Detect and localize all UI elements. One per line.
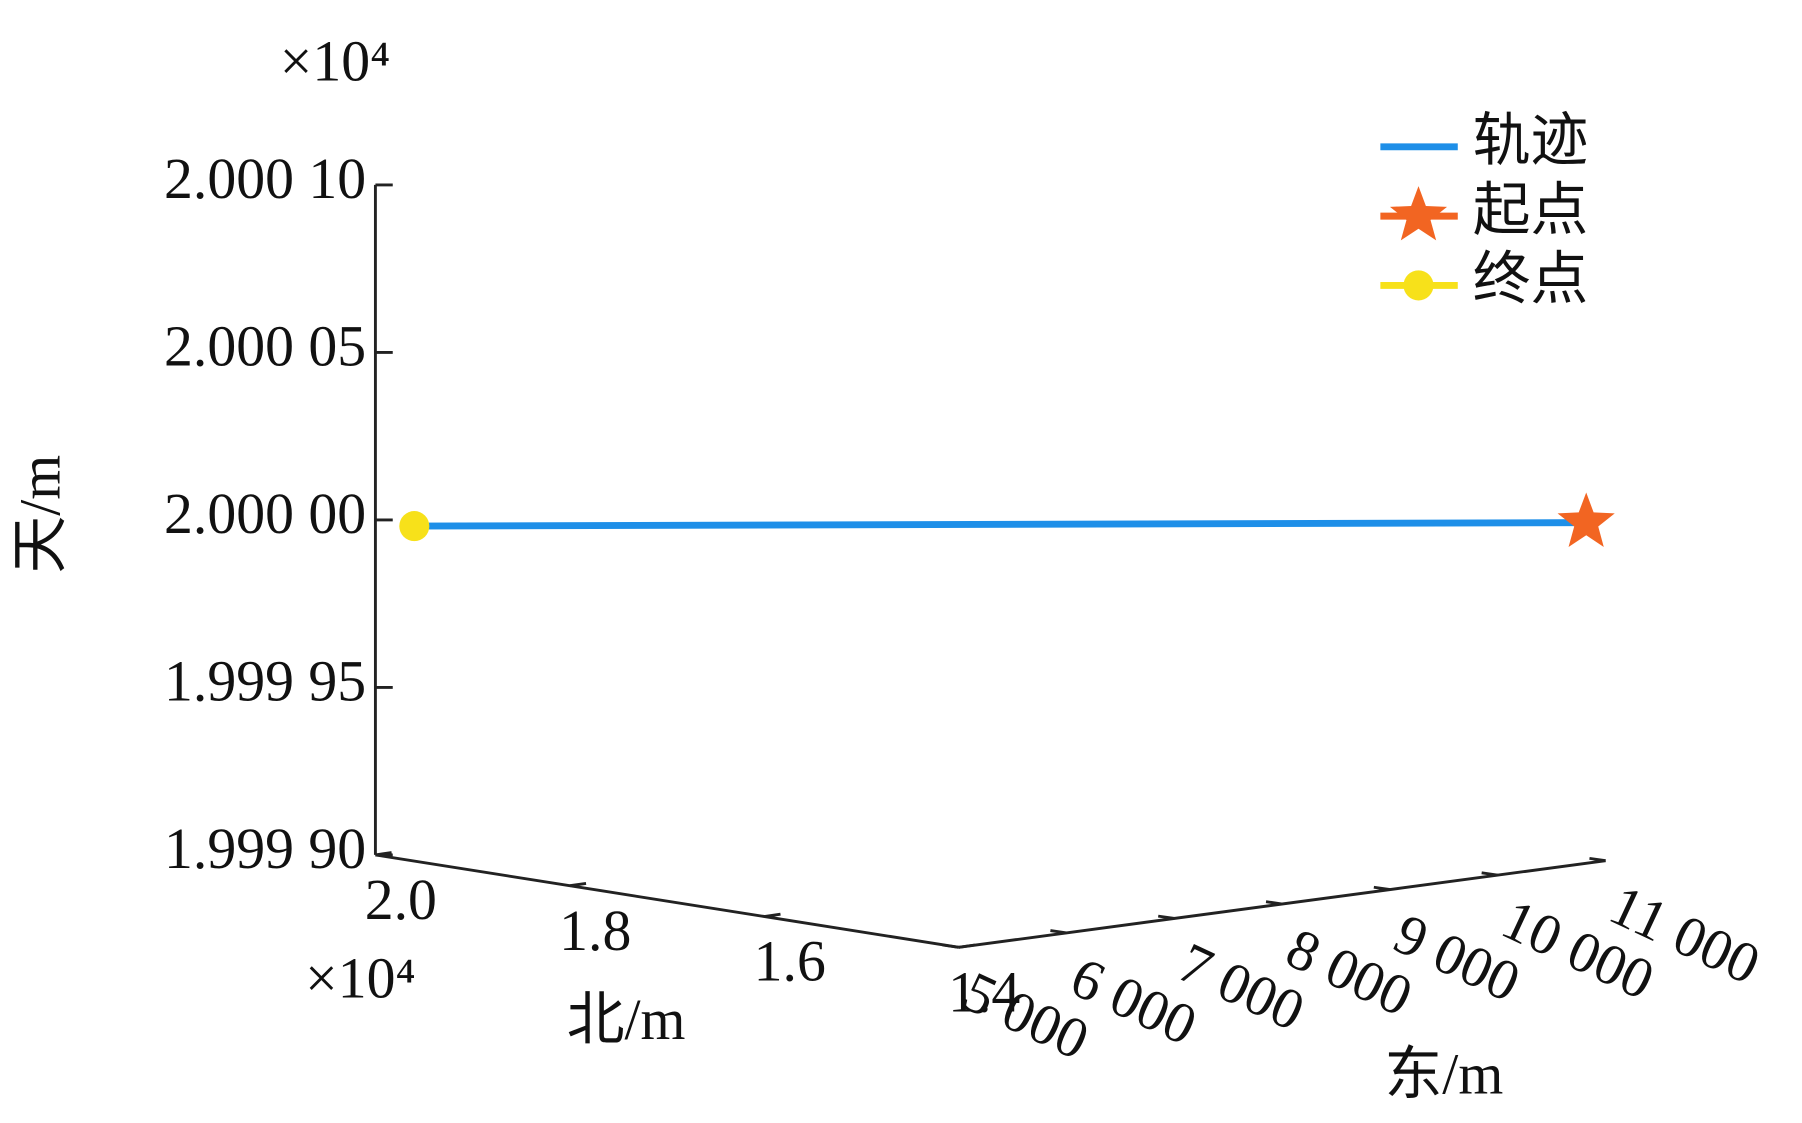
- legend-label: 终点: [1473, 249, 1589, 312]
- start-marker: [1557, 492, 1615, 547]
- y-tick-label: 1.6: [754, 931, 826, 994]
- y-tick: [569, 881, 587, 888]
- z-tick-label: 2.000 05: [164, 316, 366, 379]
- z-tick-label: 1.999 95: [164, 651, 366, 714]
- x-tick: [1158, 914, 1175, 920]
- legend-circle: [1403, 270, 1434, 301]
- trajectory: [414, 519, 1587, 530]
- legend-star: [1389, 186, 1448, 241]
- z-tick-label: 2.000 10: [164, 148, 366, 211]
- legend-label: 起点: [1473, 179, 1589, 242]
- z-tick-label: 1.999 90: [164, 818, 366, 881]
- legend-label: 轨迹: [1473, 110, 1589, 173]
- x-axis-label: 东/m: [1385, 1043, 1504, 1106]
- z-axis-label: 天/m: [9, 455, 72, 574]
- x-tick: [1481, 871, 1499, 877]
- y-tick-label: 1.8: [559, 900, 631, 963]
- y-tick: [375, 851, 392, 857]
- x-tick: [942, 943, 959, 949]
- z-exponent: ×10⁴: [280, 30, 390, 93]
- y-exponent: ×10⁴: [305, 948, 415, 1011]
- x-tick: [1050, 929, 1067, 935]
- y-axis-label: 北/m: [567, 989, 686, 1052]
- y-tick: [958, 943, 976, 949]
- end-marker: [399, 511, 430, 542]
- y-tick-label: 2.0: [365, 869, 437, 932]
- y-tick-label: 1.4: [948, 961, 1020, 1024]
- z-tick-label: 2.000 00: [164, 483, 366, 546]
- x-tick: [1589, 856, 1606, 863]
- x-tick: [1373, 885, 1391, 891]
- x-tick: [1265, 900, 1283, 906]
- y-tick: [764, 912, 781, 918]
- y-axis: [375, 853, 959, 949]
